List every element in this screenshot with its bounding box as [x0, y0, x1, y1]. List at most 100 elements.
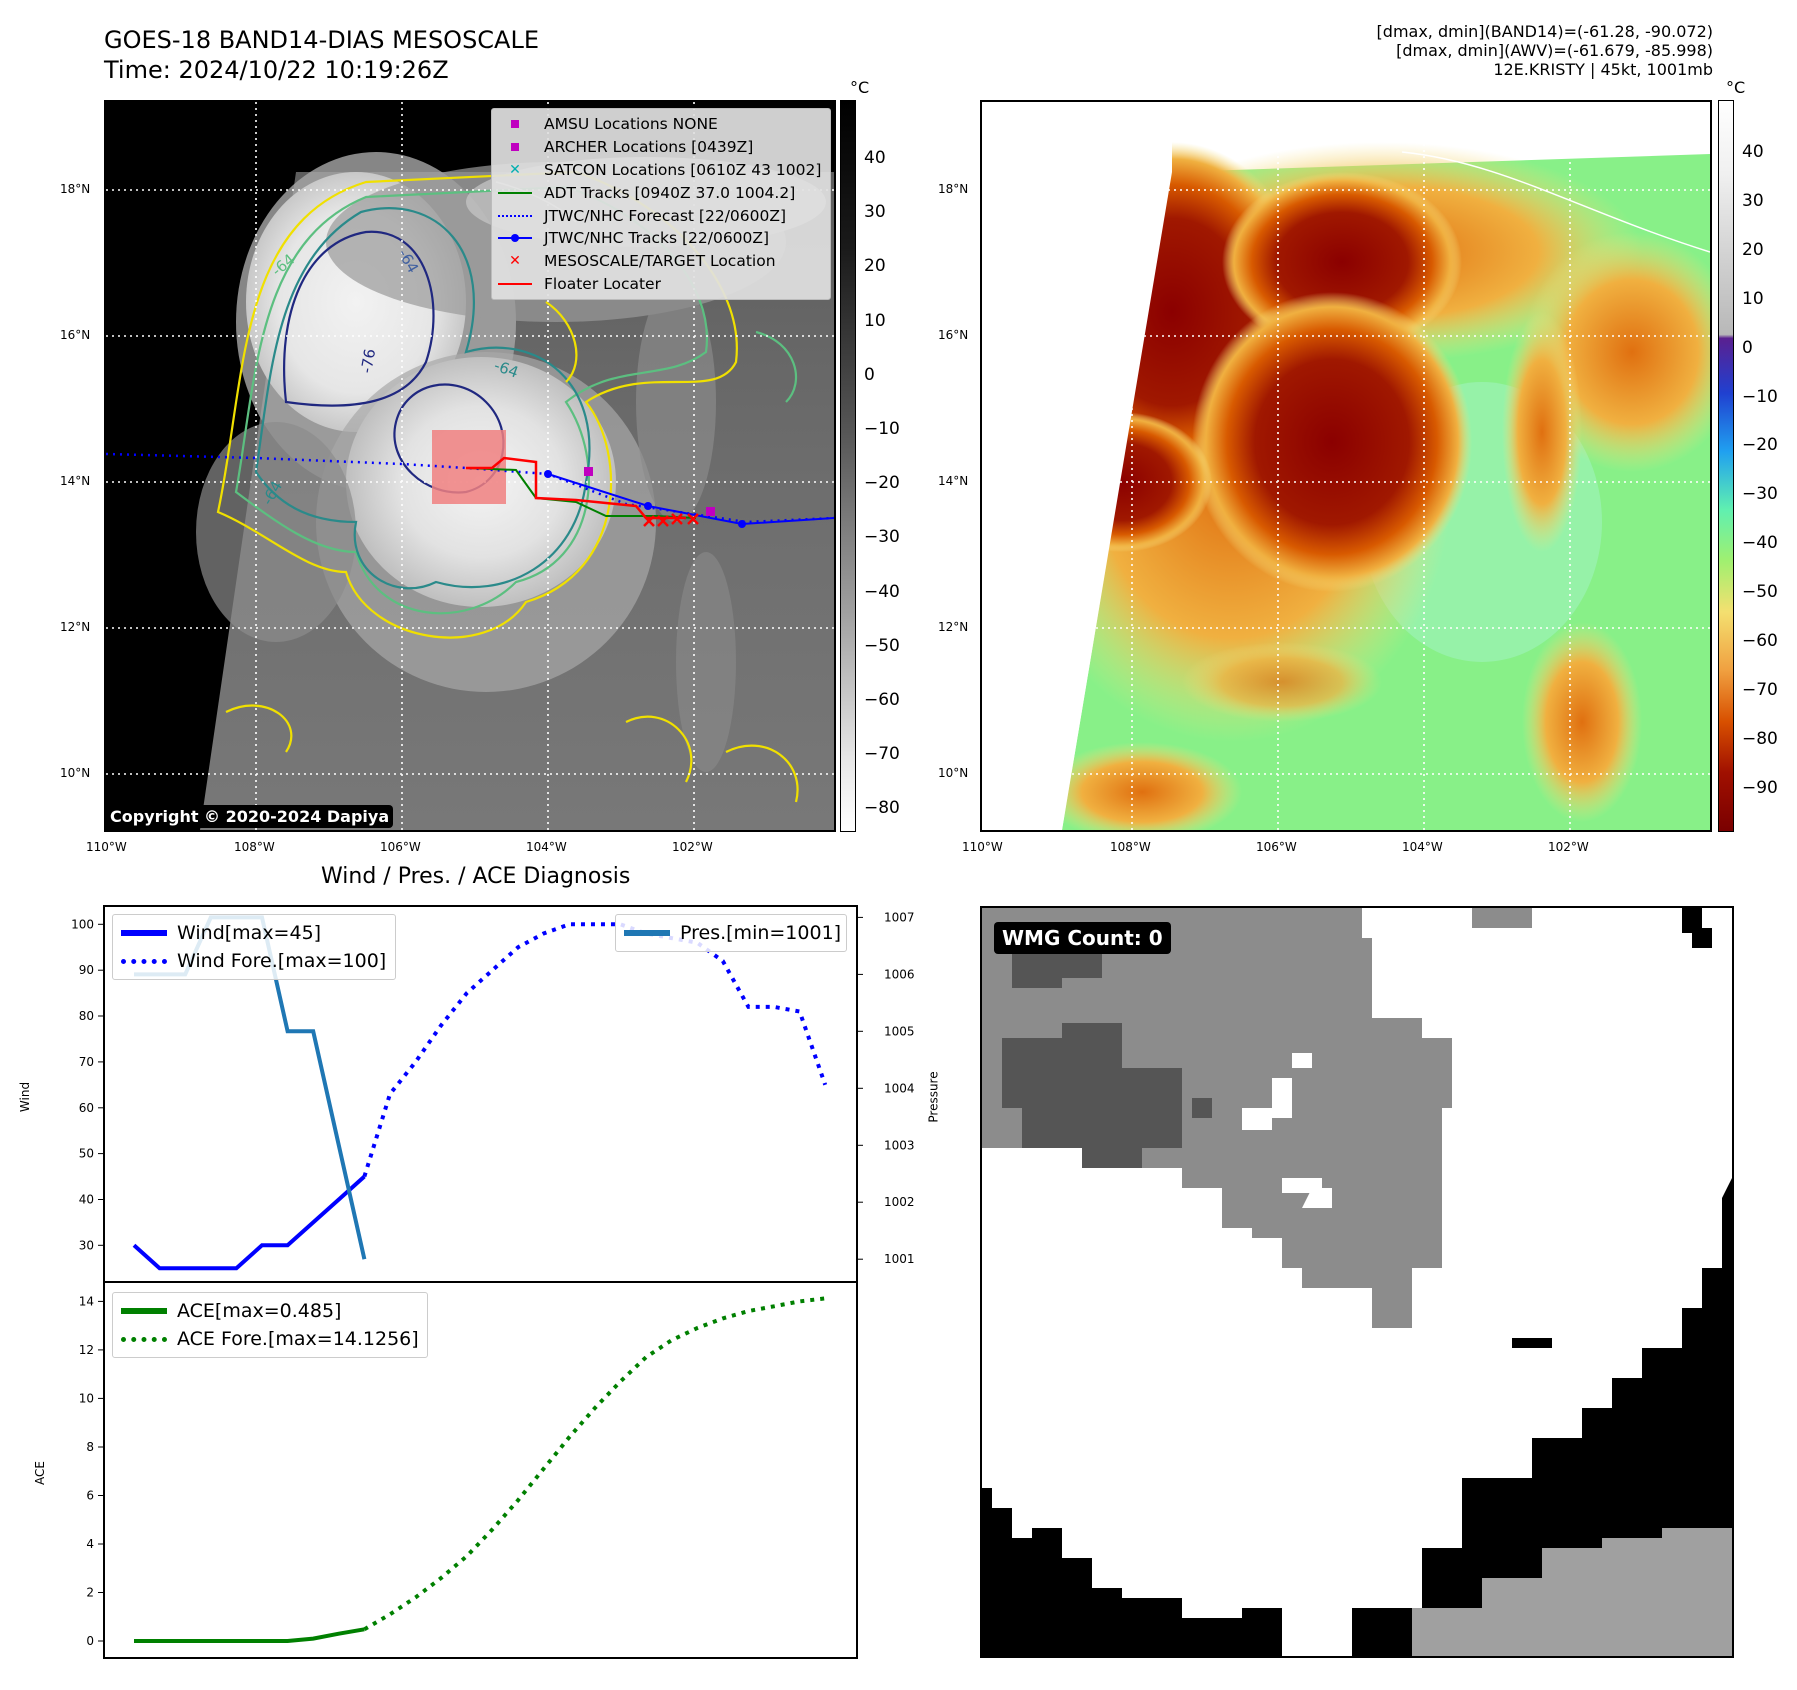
colorbar-color — [1718, 100, 1734, 832]
lon-label: 102°W — [672, 840, 713, 854]
axis-tick-label: 12 — [79, 1343, 94, 1357]
lon-label: 108°W — [234, 840, 275, 854]
colorbar-tick: −20 — [1742, 435, 1778, 456]
blue-line-dot-icon — [498, 230, 532, 246]
axis-tick-label: 8 — [86, 1440, 94, 1454]
colorbar-tick: 30 — [864, 202, 886, 223]
colorbar-tick: −50 — [1742, 582, 1778, 603]
axis-tick-label: 1006 — [884, 967, 915, 981]
lon-label: 102°W — [1548, 840, 1589, 854]
legend-ace-fore: ACE Fore.[max=14.1256] — [177, 1328, 419, 1350]
lon-label: 110°W — [962, 840, 1003, 854]
series-line-ace-fore-max-14-1256- — [363, 1296, 826, 1632]
colorbar-tick: −60 — [864, 690, 900, 710]
axis-tick-label: 6 — [86, 1489, 94, 1503]
blue-dotted-line-icon — [498, 208, 532, 224]
wmg-image — [982, 908, 1732, 1656]
legend-label: JTWC/NHC Forecast [22/0600Z] — [544, 206, 787, 225]
axis-tick-label: 50 — [79, 1147, 94, 1161]
lon-label: 104°W — [526, 840, 567, 854]
colorbar-tick: 30 — [1742, 190, 1764, 211]
ace-forecast-line-icon — [121, 1336, 167, 1342]
info-dmax-band14: [dmax, dmin](BAND14)=(-61.28, -90.072) — [1376, 22, 1713, 41]
colorbar-tick: −10 — [864, 419, 900, 439]
lat-label: 12°N — [938, 620, 969, 634]
green-line-icon — [498, 185, 532, 201]
info-storm-id: 12E.KRISTY | 45kt, 1001mb — [1493, 60, 1713, 79]
legend-item: ARCHER Locations [0439Z] — [498, 136, 824, 159]
red-x-icon: ✕ — [509, 253, 521, 270]
colorbar-tick: −30 — [1742, 484, 1778, 505]
storm-info: [dmax, dmin](BAND14)=(-61.28, -90.072) [… — [1377, 22, 1713, 79]
ace-legend: ACE[max=0.485] ACE Fore.[max=14.1256] — [112, 1292, 428, 1358]
legend-item: ✕ MESOSCALE/TARGET Location — [498, 250, 824, 273]
ace-axis-label: ACE — [32, 1461, 47, 1485]
legend-label: Floater Locater — [544, 274, 661, 293]
colorbar-tick: −20 — [864, 473, 900, 494]
legend-item: JTWC/NHC Forecast [22/0600Z] — [498, 204, 824, 227]
lon-label: 106°W — [1256, 840, 1297, 854]
axis-tick-label: 70 — [79, 1055, 94, 1069]
axis-tick-label: 1007 — [884, 910, 915, 924]
wind-line-icon — [121, 930, 167, 936]
lat-label: 10°N — [60, 766, 91, 780]
series-line-wind-max-45- — [132, 1175, 366, 1271]
legend-pres: Pres.[min=1001] — [680, 922, 842, 944]
map-legend: AMSU Locations NONE ARCHER Locations [04… — [491, 108, 831, 301]
axis-tick-label: 14 — [79, 1294, 94, 1308]
lat-label: 16°N — [60, 328, 91, 342]
axis-tick-label: 1005 — [884, 1024, 915, 1038]
legend-label: JTWC/NHC Tracks [22/0600Z] — [544, 229, 770, 248]
colorbar-tick: −70 — [864, 744, 900, 765]
copyright-badge: Copyright © 2020-2024 Dapiya — [106, 805, 394, 828]
colorbar-color-unit: °C — [1726, 78, 1746, 97]
lon-label: 106°W — [380, 840, 421, 854]
series-line-wind-fore-max-100- — [362, 922, 828, 1178]
ir-grayscale-map: -64 -76 -64 -64 -64 AMSU Locations NONE … — [104, 100, 836, 832]
axis-tick-label: 4 — [86, 1537, 94, 1551]
legend-label: MESOSCALE/TARGET Location — [544, 252, 776, 271]
colorbar-tick: 10 — [864, 310, 886, 331]
colorbar-tick: −90 — [1742, 777, 1778, 798]
pressure-line-icon — [624, 930, 670, 936]
legend-label: ARCHER Locations [0439Z] — [544, 138, 754, 157]
colorbar-tick: 40 — [1742, 142, 1764, 162]
axis-tick-label: 40 — [79, 1193, 94, 1207]
ir-color-map — [980, 100, 1712, 832]
ir-color-image — [982, 102, 1710, 830]
legend-label: AMSU Locations NONE — [544, 115, 718, 134]
cyan-x-icon: ✕ — [509, 161, 521, 178]
legend-item: ✕ SATCON Locations [0610Z 43 1002] — [498, 159, 824, 182]
axis-tick-label: 30 — [79, 1238, 94, 1252]
colorbar-tick: 20 — [1742, 239, 1764, 260]
colorbar-tick: −80 — [1742, 728, 1778, 749]
series-line-ace-max-0-485- — [134, 1627, 365, 1643]
colorbar-tick: −40 — [864, 581, 900, 602]
lat-label: 14°N — [938, 474, 969, 488]
pressure-axis-label: Pressure — [926, 1071, 941, 1123]
lon-label: 110°W — [86, 840, 127, 854]
colorbar-tick: −50 — [864, 635, 900, 656]
axis-tick-label: 2 — [86, 1586, 94, 1600]
colorbar-tick: 40 — [864, 148, 886, 168]
colorbar-tick: 20 — [864, 256, 886, 277]
wind-legend: Wind[max=45] Wind Fore.[max=100] — [112, 914, 396, 980]
lat-label: 14°N — [60, 474, 91, 488]
colorbar-tick: 10 — [1742, 288, 1764, 309]
axis-tick-label: 1001 — [884, 1252, 915, 1266]
legend-ace: ACE[max=0.485] — [177, 1300, 342, 1322]
legend-item: Floater Locater — [498, 273, 824, 296]
lat-label: 18°N — [938, 182, 969, 196]
lat-label: 10°N — [938, 766, 969, 780]
legend-item: JTWC/NHC Tracks [22/0600Z] — [498, 227, 824, 250]
red-line-icon — [498, 276, 532, 292]
magenta-square-icon — [498, 139, 532, 155]
axis-tick-label: 1003 — [884, 1138, 915, 1152]
axis-tick-label: 10 — [79, 1391, 94, 1405]
axis-tick-label: 80 — [79, 1009, 94, 1023]
legend-wind-fore: Wind Fore.[max=100] — [177, 950, 387, 972]
wmg-count-badge: WMG Count: 0 — [994, 922, 1171, 954]
lat-label: 16°N — [938, 328, 969, 342]
legend-wind: Wind[max=45] — [177, 922, 322, 944]
colorbar-tick: 0 — [1742, 337, 1753, 358]
